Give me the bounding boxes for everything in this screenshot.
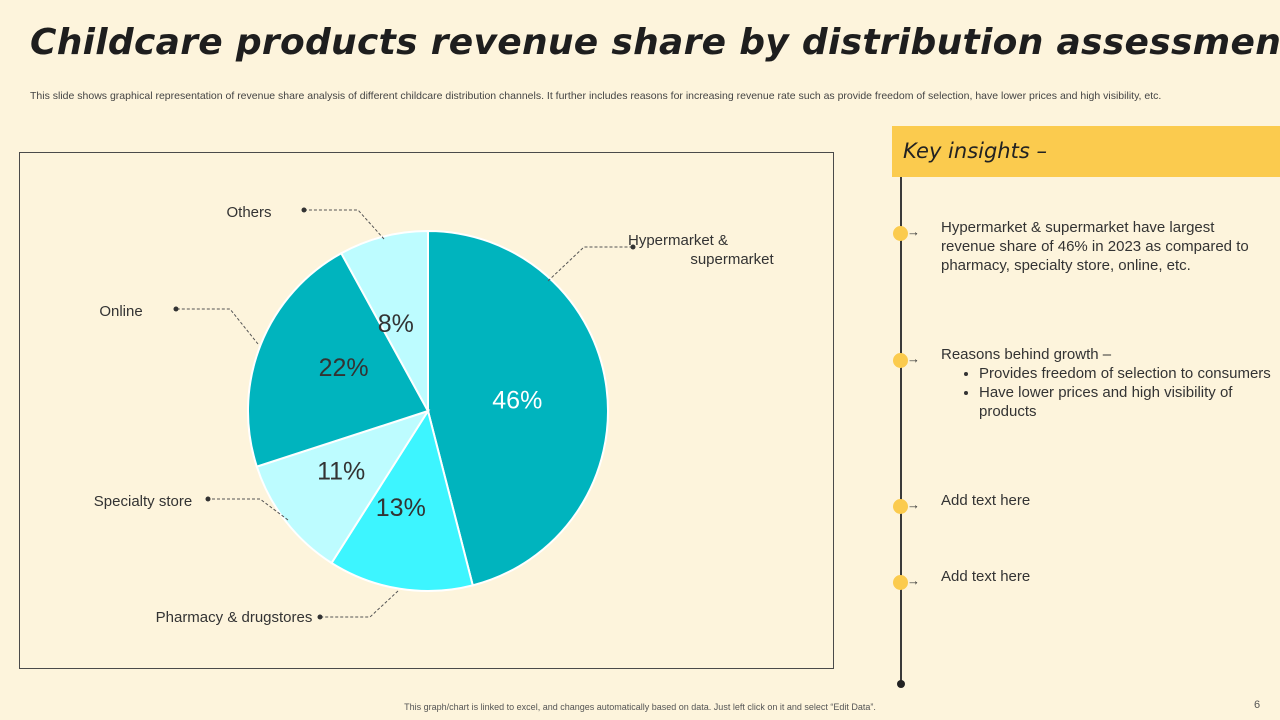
pie-chart[interactable]: 46% Hypermarket & supermarket 13% Pharmacy &… (20, 153, 835, 670)
leader-dot (173, 306, 179, 312)
category-label: Others (226, 204, 271, 221)
category-label: Hypermarket & (628, 232, 728, 249)
category-label: Specialty store (94, 493, 192, 510)
data-label: 13% (376, 494, 426, 522)
pie-slice-others[interactable] (339, 229, 429, 412)
arrow-right-icon: → (907, 351, 920, 366)
timeline-dot (893, 353, 908, 368)
insight-bullet: Have lower prices and high visibility of… (979, 383, 1271, 421)
category-label: Pharmacy & drugstores (156, 609, 313, 626)
data-label: 11% (317, 458, 365, 486)
pie-slice-hypermarket-supermarket[interactable] (427, 229, 609, 587)
data-label: 22% (319, 354, 369, 382)
insight-text[interactable]: Add text here (941, 492, 1031, 509)
leader-line (176, 308, 259, 345)
leader-line (208, 498, 289, 521)
leader-line (320, 590, 399, 618)
insight-bullet: Provides freedom of selection to consume… (979, 364, 1271, 383)
insight-text: Reasons behind growth – (941, 346, 1112, 363)
timeline-line (900, 177, 902, 684)
timeline-dot (893, 499, 908, 514)
leader-line (547, 246, 633, 282)
arrow-right-icon: → (907, 573, 920, 588)
data-label: 46% (492, 387, 542, 415)
timeline-dot (893, 575, 908, 590)
pie-slice-online[interactable] (247, 251, 430, 468)
pie-slice-pharmacy-drugstores[interactable] (330, 408, 474, 592)
timeline-dot (893, 226, 908, 241)
page-number: 6 (1254, 699, 1261, 711)
leader-line (304, 209, 385, 240)
timeline-end-dot (897, 680, 905, 688)
leader-dot (317, 614, 323, 620)
pie-slice-specialty-store[interactable] (255, 409, 431, 565)
leader-dot (630, 244, 636, 250)
category-label: supermarket (690, 251, 774, 268)
page-title: Childcare products revenue share by dist… (30, 22, 1280, 63)
leader-dot (301, 207, 307, 213)
insights-header: Key insights – (892, 126, 1280, 177)
footer-note: This graph/chart is linked to excel, and… (404, 702, 876, 712)
insight-text[interactable]: Add text here (941, 568, 1031, 585)
arrow-right-icon: → (907, 497, 920, 512)
insight-text: Hypermarket & supermarket have largest r… (941, 219, 1249, 274)
insight-bullet-list: Provides freedom of selection to consume… (941, 364, 1271, 421)
chart-container[interactable]: 46% Hypermarket & supermarket 13% Pharmacy &… (19, 152, 834, 669)
page-subtitle: This slide shows graphical representatio… (30, 90, 1162, 102)
insight-text-block: Reasons behind growth – Provides freedom… (941, 345, 1271, 421)
arrow-right-icon: → (907, 224, 920, 239)
data-label: 8% (378, 310, 414, 338)
category-label: Online (99, 303, 142, 320)
leader-dot (205, 496, 211, 502)
insights-header-label: Key insights – (903, 139, 1047, 163)
